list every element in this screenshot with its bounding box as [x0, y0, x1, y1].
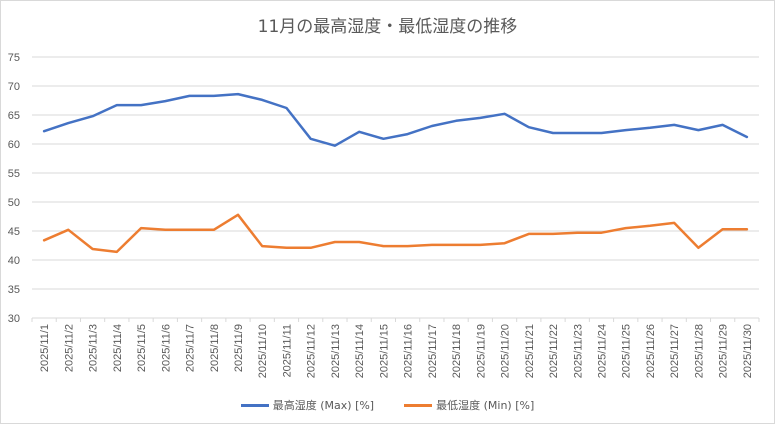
y-tick-label: 40 [8, 255, 20, 267]
legend-swatch-max [240, 403, 269, 407]
x-tick-label: 2025/11/19 [475, 324, 487, 378]
legend-label-max: 最高湿度 (Max) [%] [272, 399, 375, 412]
y-tick-label: 75 [8, 52, 20, 64]
x-tick-label: 2025/11/7 [185, 324, 197, 372]
x-tick-label: 2025/11/8 [209, 324, 221, 372]
legend-item-max: 最高湿度 (Max) [%] [240, 397, 375, 413]
y-tick-label: 70 [8, 81, 20, 93]
x-tick-label: 2025/11/5 [136, 324, 148, 372]
x-tick-label: 2025/11/6 [160, 324, 172, 372]
x-tick-label: 2025/11/30 [742, 324, 754, 378]
legend-item-min: 最低湿度 (Min) [%] [404, 397, 534, 413]
y-tick-label: 65 [8, 110, 20, 122]
x-tick-label: 2025/11/4 [112, 324, 124, 372]
x-tick-label: 2025/11/26 [645, 324, 657, 378]
y-tick-label: 50 [8, 197, 20, 209]
y-tick-label: 55 [8, 168, 20, 180]
x-tick-label: 2025/11/28 [693, 324, 705, 378]
x-tick-label: 2025/11/3 [88, 324, 100, 372]
x-tick-label: 2025/11/22 [548, 324, 560, 378]
x-tick-label: 2025/11/13 [330, 324, 342, 378]
x-tick-label: 2025/11/23 [572, 324, 584, 378]
x-tick-label: 2025/11/1 [39, 324, 51, 372]
y-tick-label: 45 [8, 226, 20, 238]
chart-title: 11月の最高湿度・最低湿度の推移 [257, 17, 518, 37]
x-tick-label: 2025/11/2 [63, 324, 75, 372]
x-tick-label: 2025/11/15 [378, 324, 390, 378]
legend-swatch-min [404, 403, 433, 407]
x-tick-label: 2025/11/21 [524, 324, 536, 378]
x-tick-label: 2025/11/27 [669, 324, 681, 378]
x-tick-label: 2025/11/24 [596, 324, 608, 378]
x-tick-label: 2025/11/12 [306, 324, 318, 378]
x-tick-label: 2025/11/16 [403, 324, 415, 378]
y-tick-label: 35 [8, 284, 20, 296]
y-tick-label: 30 [8, 313, 20, 325]
chart-legend: 最高湿度 (Max) [%] 最低湿度 (Min) [%] [0, 397, 775, 413]
x-tick-label: 2025/11/10 [257, 324, 269, 378]
x-tick-label: 2025/11/11 [281, 324, 293, 377]
x-tick-label: 2025/11/29 [718, 324, 730, 378]
series-line-max [42, 92, 749, 147]
x-tick-label: 2025/11/20 [500, 324, 512, 378]
series-line-min [42, 213, 749, 254]
x-tick-label: 2025/11/25 [621, 324, 633, 378]
x-tick-label: 2025/11/9 [233, 324, 245, 372]
x-tick-label: 2025/11/14 [354, 324, 366, 378]
y-tick-label: 60 [8, 139, 20, 151]
x-tick-label: 2025/11/17 [427, 324, 439, 378]
legend-label-min: 最低湿度 (Min) [%] [436, 399, 535, 412]
x-tick-label: 2025/11/18 [451, 324, 463, 378]
